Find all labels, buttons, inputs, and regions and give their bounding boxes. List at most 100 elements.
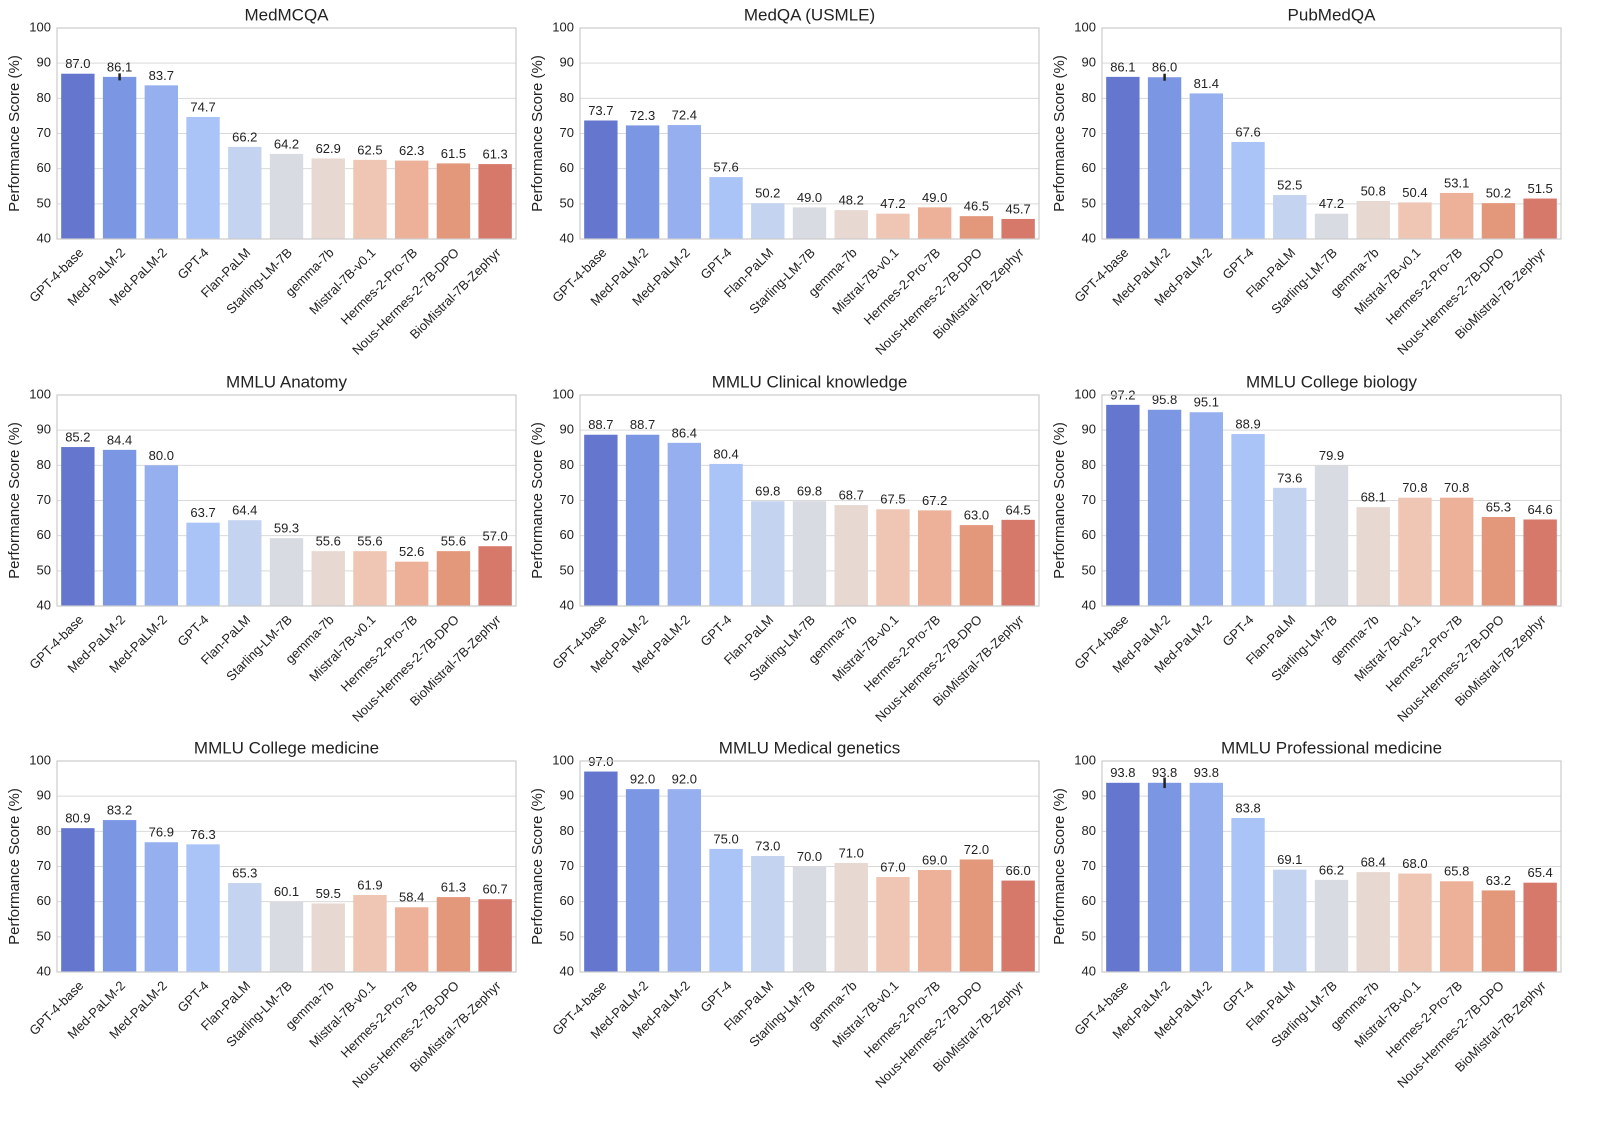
bar [667,125,702,239]
value-label: 48.2 [839,193,864,208]
y-tick-label: 100 [1074,19,1096,34]
value-label: 55.6 [316,534,341,549]
y-tick-label: 60 [37,160,51,175]
value-label: 65.8 [1444,864,1469,879]
value-label: 67.2 [922,493,947,508]
value-label: 61.3 [441,880,466,895]
y-tick-label: 50 [1082,928,1096,943]
value-label: 66.2 [1319,862,1344,877]
value-label: 52.5 [1277,177,1302,192]
y-axis-label: Performance Score (%) [1051,422,1068,579]
bar [751,501,785,606]
value-label: 72.0 [964,842,989,857]
y-tick-label: 100 [552,386,574,401]
chart-title: MedMCQA [244,5,329,24]
bar [876,877,910,972]
y-tick-label: 80 [37,823,51,838]
x-tick-label: GPT-4 [697,612,734,649]
y-tick-label: 80 [37,90,51,105]
y-tick-label: 80 [560,457,574,472]
bar [394,561,429,606]
y-tick-label: 50 [560,928,574,943]
y-tick-label: 80 [1082,457,1096,472]
value-label: 57.0 [482,529,507,544]
x-tick-label: GPT-4 [697,245,734,282]
value-label: 72.3 [630,108,655,123]
value-label: 63.2 [1486,873,1511,888]
y-tick-label: 90 [37,422,51,437]
value-label: 71.0 [839,845,864,860]
y-tick-label: 40 [560,963,574,978]
value-label: 73.0 [755,838,780,853]
chart-title: MMLU College biology [1246,372,1418,391]
y-tick-label: 70 [1082,858,1096,873]
bar [186,116,220,239]
chart-title: MedQA (USMLE) [744,5,875,24]
bar [186,522,220,606]
x-tick-label: GPT-4 [1219,978,1256,1015]
bar [625,434,660,606]
bar [709,463,743,606]
value-label: 83.2 [107,803,132,818]
y-tick-label: 40 [560,230,574,245]
y-tick-label: 60 [1082,160,1096,175]
y-tick-label: 90 [560,55,574,70]
chart-title: MMLU Anatomy [226,372,347,391]
plot-frame [579,27,1040,240]
value-label: 57.6 [713,160,738,175]
bar [1314,213,1349,239]
value-label: 50.2 [755,186,780,201]
chart-title: MMLU Clinical knowledge [712,372,908,391]
y-tick-label: 80 [1082,90,1096,105]
bar [876,509,910,606]
y-tick-label: 100 [1074,752,1096,767]
value-label: 92.0 [630,772,655,787]
bar [61,73,95,239]
y-tick-label: 50 [37,562,51,577]
bar [834,505,868,606]
x-tick-label: GPT-4 [174,978,211,1015]
x-tick-label: Hermes-2-Pro-7B [338,245,421,328]
y-tick-label: 100 [29,386,51,401]
value-label: 61.9 [357,877,382,892]
bar [102,76,137,239]
bar [1398,497,1432,606]
y-tick-label: 50 [1082,195,1096,210]
y-tick-label: 70 [37,492,51,507]
value-label: 59.3 [274,521,299,536]
bar [1231,434,1265,606]
y-tick-label: 100 [552,752,574,767]
value-label: 51.5 [1527,181,1552,196]
bar [1189,412,1224,606]
value-label: 75.0 [713,831,738,846]
bar [709,848,743,972]
x-tick-label: GPT-4 [1219,612,1256,649]
y-tick-label: 100 [29,752,51,767]
y-tick-label: 70 [1082,125,1096,140]
bar [228,883,262,972]
value-label: 68.0 [1402,856,1427,871]
bar [1001,218,1035,239]
value-label: 61.3 [482,147,507,162]
y-tick-label: 90 [37,55,51,70]
y-tick-label: 100 [552,19,574,34]
x-tick-label: GPT-4 [174,612,211,649]
y-tick-label: 40 [37,597,51,612]
bar [751,855,785,972]
value-label: 64.5 [1005,502,1030,517]
value-label: 72.4 [672,107,697,122]
bar [228,146,262,239]
y-tick-label: 100 [1074,386,1096,401]
bar [1398,873,1432,972]
x-tick-label: Hermes-2-Pro-7B [338,978,421,1061]
bar [1398,202,1432,239]
value-label: 68.7 [839,488,864,503]
value-label: 49.0 [922,190,947,205]
bar [1314,465,1349,606]
value-label: 63.0 [964,508,989,523]
value-label: 83.7 [149,68,174,83]
bar [1273,195,1307,239]
x-tick-label: Hermes-2-Pro-7B [1383,245,1466,328]
bar [917,870,952,972]
bar [834,210,868,239]
